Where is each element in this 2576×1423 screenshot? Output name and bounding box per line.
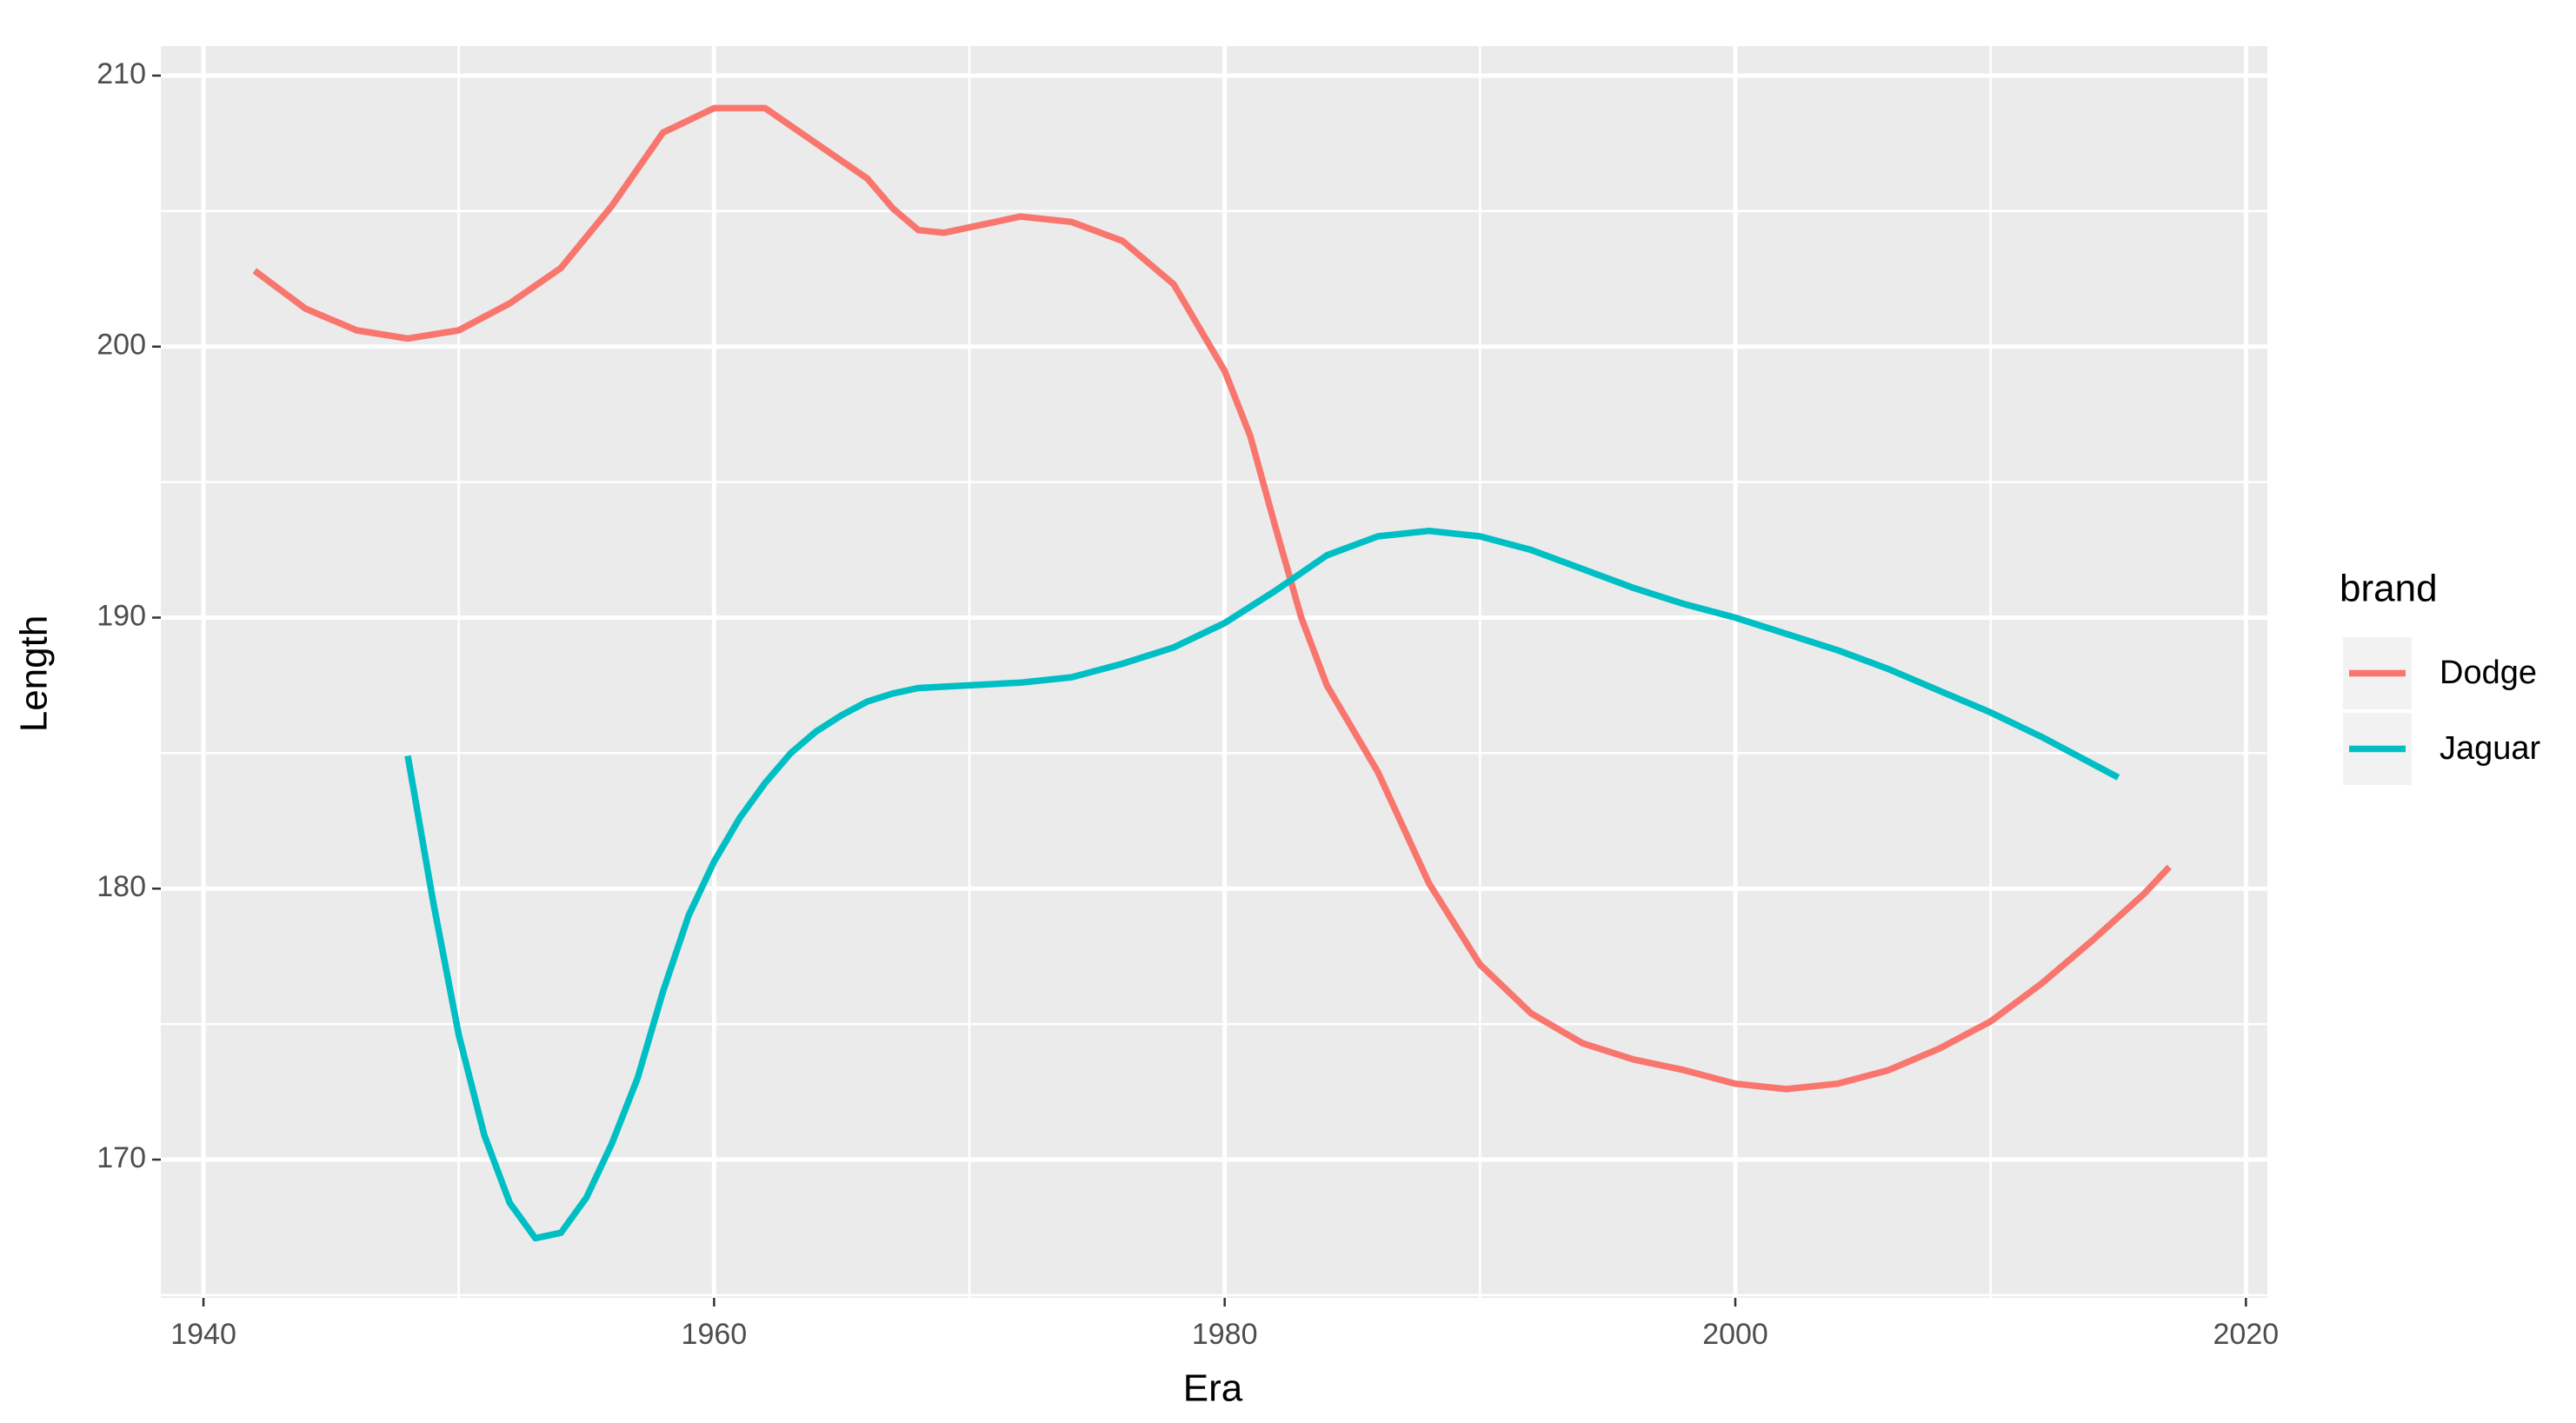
x-tick-label: 1980 [1192, 1318, 1258, 1351]
x-tick-label: 2000 [1702, 1318, 1768, 1351]
y-tick-label: 180 [97, 870, 146, 903]
y-tick-label: 200 [97, 329, 146, 362]
legend-label: Jaguar [2440, 730, 2541, 767]
y-tick-label: 170 [97, 1141, 146, 1174]
y-tick-label: 190 [97, 599, 146, 632]
line [404, 527, 2120, 1242]
x-tick-label: 2020 [2213, 1318, 2280, 1351]
y-axis-title: Length [13, 615, 56, 733]
legend-title: brand [2340, 568, 2438, 610]
plot-background [161, 46, 2267, 1298]
x-axis-title: Era [1183, 1367, 1243, 1410]
x-tick-label: 1960 [682, 1318, 748, 1351]
legend-label: Dodge [2440, 655, 2537, 691]
line [252, 104, 2172, 1093]
x-tick-label: 1940 [170, 1318, 236, 1351]
y-tick-label: 210 [97, 57, 146, 90]
